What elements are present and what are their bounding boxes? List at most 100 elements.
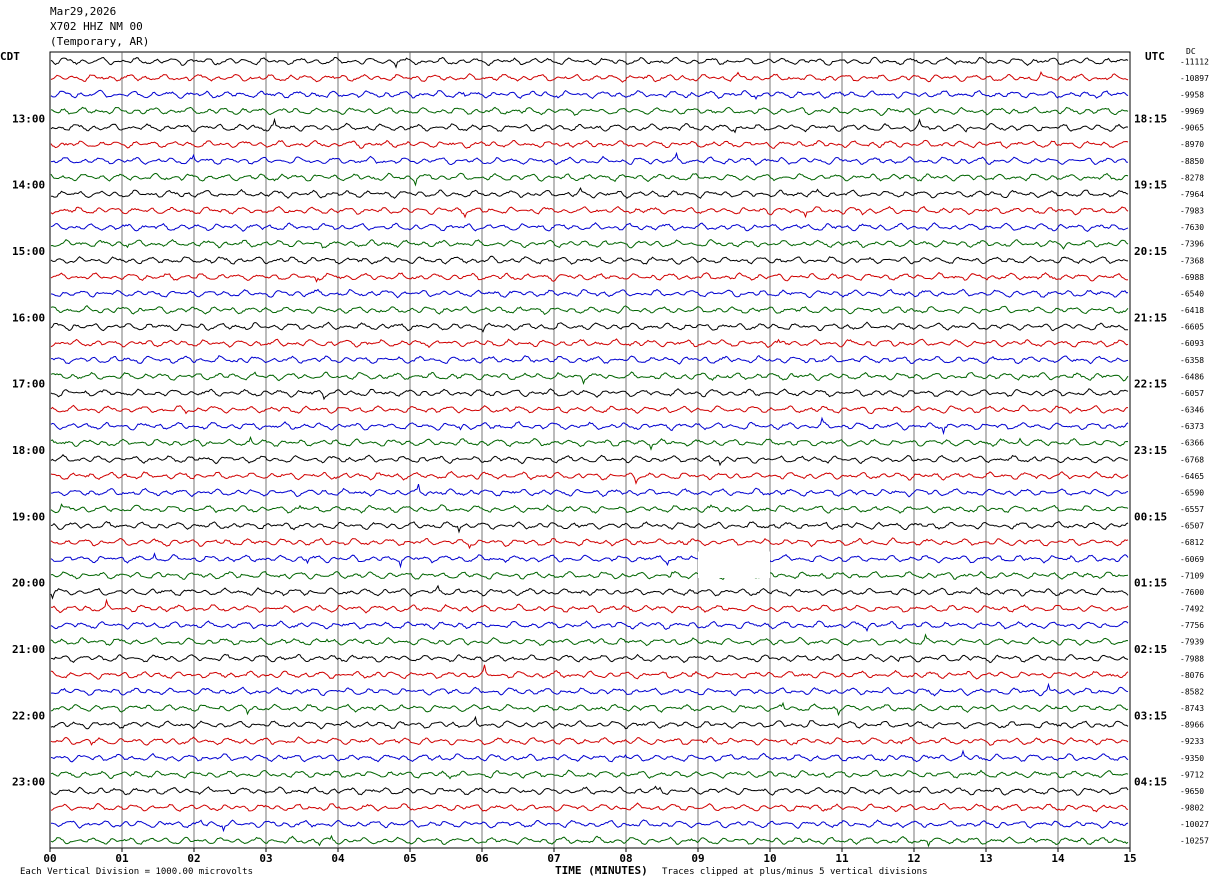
dc-offset-label: -6465: [1180, 472, 1204, 481]
seismic-trace: [50, 139, 1129, 149]
seismic-trace: [50, 503, 1129, 514]
seismic-trace: [50, 664, 1129, 680]
seismic-trace: [50, 454, 1129, 467]
dc-offset-label: -6812: [1180, 538, 1204, 547]
cdt-hour-label: 19:00: [12, 510, 45, 523]
dc-offset-label: -9350: [1180, 754, 1204, 763]
dc-offset-label: -8850: [1180, 157, 1204, 166]
x-tick-label: 08: [619, 852, 632, 865]
data-gap: [698, 551, 770, 579]
seismic-trace: [50, 470, 1129, 485]
seismic-trace: [50, 106, 1129, 116]
dc-offset-label: -11112: [1180, 57, 1209, 66]
seismic-trace: [50, 769, 1129, 780]
dc-offset-label: -6540: [1180, 289, 1204, 298]
x-tick-label: 12: [907, 852, 920, 865]
dc-offset-label: -7630: [1180, 223, 1204, 232]
seismic-trace: [50, 288, 1129, 299]
seismic-trace: [50, 70, 1129, 83]
seismic-trace: [50, 633, 1129, 647]
x-tick-label: 13: [979, 852, 992, 865]
dc-offset-label: -8278: [1180, 173, 1204, 182]
dc-label: DC: [1186, 47, 1196, 56]
dc-offset-label: -7368: [1180, 256, 1204, 265]
seismic-trace: [50, 222, 1129, 233]
dc-offset-label: -9802: [1180, 804, 1204, 813]
header-date: Mar29,2026: [50, 5, 117, 18]
dc-offset-label: -6057: [1180, 389, 1204, 398]
dc-offset-label: -9958: [1180, 90, 1204, 99]
seismic-trace: [50, 416, 1129, 436]
dc-offset-label: -9650: [1180, 787, 1204, 796]
seismic-trace: [50, 749, 1129, 763]
x-tick-label: 07: [547, 852, 560, 865]
seismic-trace: [50, 483, 1129, 498]
clip-note: Traces clipped at plus/minus 5 vertical …: [662, 867, 928, 877]
dc-offset-label: -7492: [1180, 605, 1204, 614]
dc-offset-label: -7983: [1180, 207, 1204, 216]
utc-hour-label: 22:15: [1134, 378, 1167, 391]
cdt-hour-label: 22:00: [12, 709, 45, 722]
seismic-trace: [50, 537, 1129, 550]
seismic-trace: [50, 520, 1129, 534]
dc-offset-label: -6988: [1180, 273, 1204, 282]
utc-hour-label: 21:15: [1134, 311, 1167, 324]
utc-hour-label: 04:15: [1134, 776, 1167, 789]
seismic-trace: [50, 682, 1129, 697]
dc-offset-label: -7396: [1180, 240, 1204, 249]
dc-offset-label: -6093: [1180, 339, 1204, 348]
dc-offset-label: -8582: [1180, 687, 1204, 696]
dc-offset-label: -6486: [1180, 372, 1204, 381]
dc-offset-label: -6768: [1180, 455, 1204, 464]
dc-offset-label: -6507: [1180, 522, 1204, 531]
seismic-trace: [50, 388, 1129, 401]
dc-offset-label: -7756: [1180, 621, 1204, 630]
dc-offset-label: -10897: [1180, 74, 1209, 83]
x-tick-label: 00: [43, 852, 56, 865]
seismic-trace: [50, 238, 1129, 250]
cdt-hour-label: 14:00: [12, 179, 45, 192]
seismic-trace: [50, 701, 1129, 717]
header-station: X702 HHZ NM 00: [50, 20, 143, 33]
cdt-hour-label: 16:00: [12, 311, 45, 324]
dc-offset-label: -6590: [1180, 488, 1204, 497]
x-tick-label: 14: [1051, 852, 1065, 865]
seismic-trace: [50, 570, 1129, 581]
utc-hour-label: 18:15: [1134, 112, 1167, 125]
utc-hour-label: 03:15: [1134, 709, 1167, 722]
seismic-trace: [50, 117, 1129, 134]
dc-offset-label: -8743: [1180, 704, 1204, 713]
seismic-trace: [50, 435, 1129, 451]
seismic-trace: [50, 552, 1129, 569]
utc-hour-label: 20:15: [1134, 245, 1167, 258]
utc-hour-label: 19:15: [1134, 179, 1167, 192]
seismic-trace: [50, 715, 1129, 730]
seismic-trace: [50, 172, 1129, 187]
dc-offset-label: -6418: [1180, 306, 1204, 315]
utc-hour-label: 01:15: [1134, 577, 1167, 590]
dc-offset-label: -7988: [1180, 654, 1204, 663]
dc-offset-label: -7600: [1180, 588, 1204, 597]
dc-offset-label: -6069: [1180, 555, 1204, 564]
utc-hour-label: 23:15: [1134, 444, 1167, 457]
dc-offset-label: -8076: [1180, 671, 1204, 680]
x-tick-label: 10: [763, 852, 776, 865]
seismic-trace: [50, 620, 1129, 632]
x-tick-label: 09: [691, 852, 704, 865]
cdt-hour-label: 13:00: [12, 112, 45, 125]
seismic-trace: [51, 186, 1129, 199]
cdt-hour-label: 20:00: [12, 577, 45, 590]
seismic-trace: [50, 56, 1129, 69]
seismic-trace: [50, 834, 1129, 848]
seismic-trace: [51, 819, 1129, 833]
utc-hour-label: 02:15: [1134, 643, 1167, 656]
x-tick-label: 15: [1123, 852, 1136, 865]
header-location: (Temporary, AR): [50, 35, 150, 48]
seismic-trace: [51, 354, 1129, 365]
cdt-hour-label: 23:00: [12, 776, 45, 789]
x-tick-label: 04: [331, 852, 345, 865]
seismic-trace: [50, 205, 1129, 219]
cdt-hour-label: 21:00: [12, 643, 45, 656]
dc-offset-label: -6557: [1180, 505, 1204, 514]
